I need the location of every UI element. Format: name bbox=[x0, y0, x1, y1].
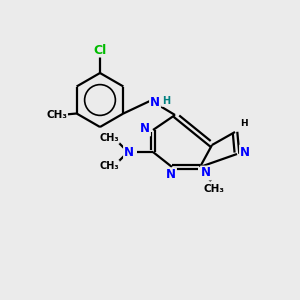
Text: CH₃: CH₃ bbox=[99, 161, 119, 171]
Text: N: N bbox=[124, 146, 134, 158]
Text: N: N bbox=[240, 146, 250, 158]
Text: N: N bbox=[150, 97, 160, 110]
Text: CH₃: CH₃ bbox=[46, 110, 67, 121]
Text: N: N bbox=[140, 122, 150, 136]
Text: Cl: Cl bbox=[93, 44, 106, 56]
Text: CH₃: CH₃ bbox=[99, 133, 119, 143]
Text: H: H bbox=[240, 118, 248, 127]
Text: N: N bbox=[201, 167, 211, 179]
Text: CH₃: CH₃ bbox=[203, 184, 224, 194]
Text: H: H bbox=[162, 96, 170, 106]
Text: N: N bbox=[166, 169, 176, 182]
